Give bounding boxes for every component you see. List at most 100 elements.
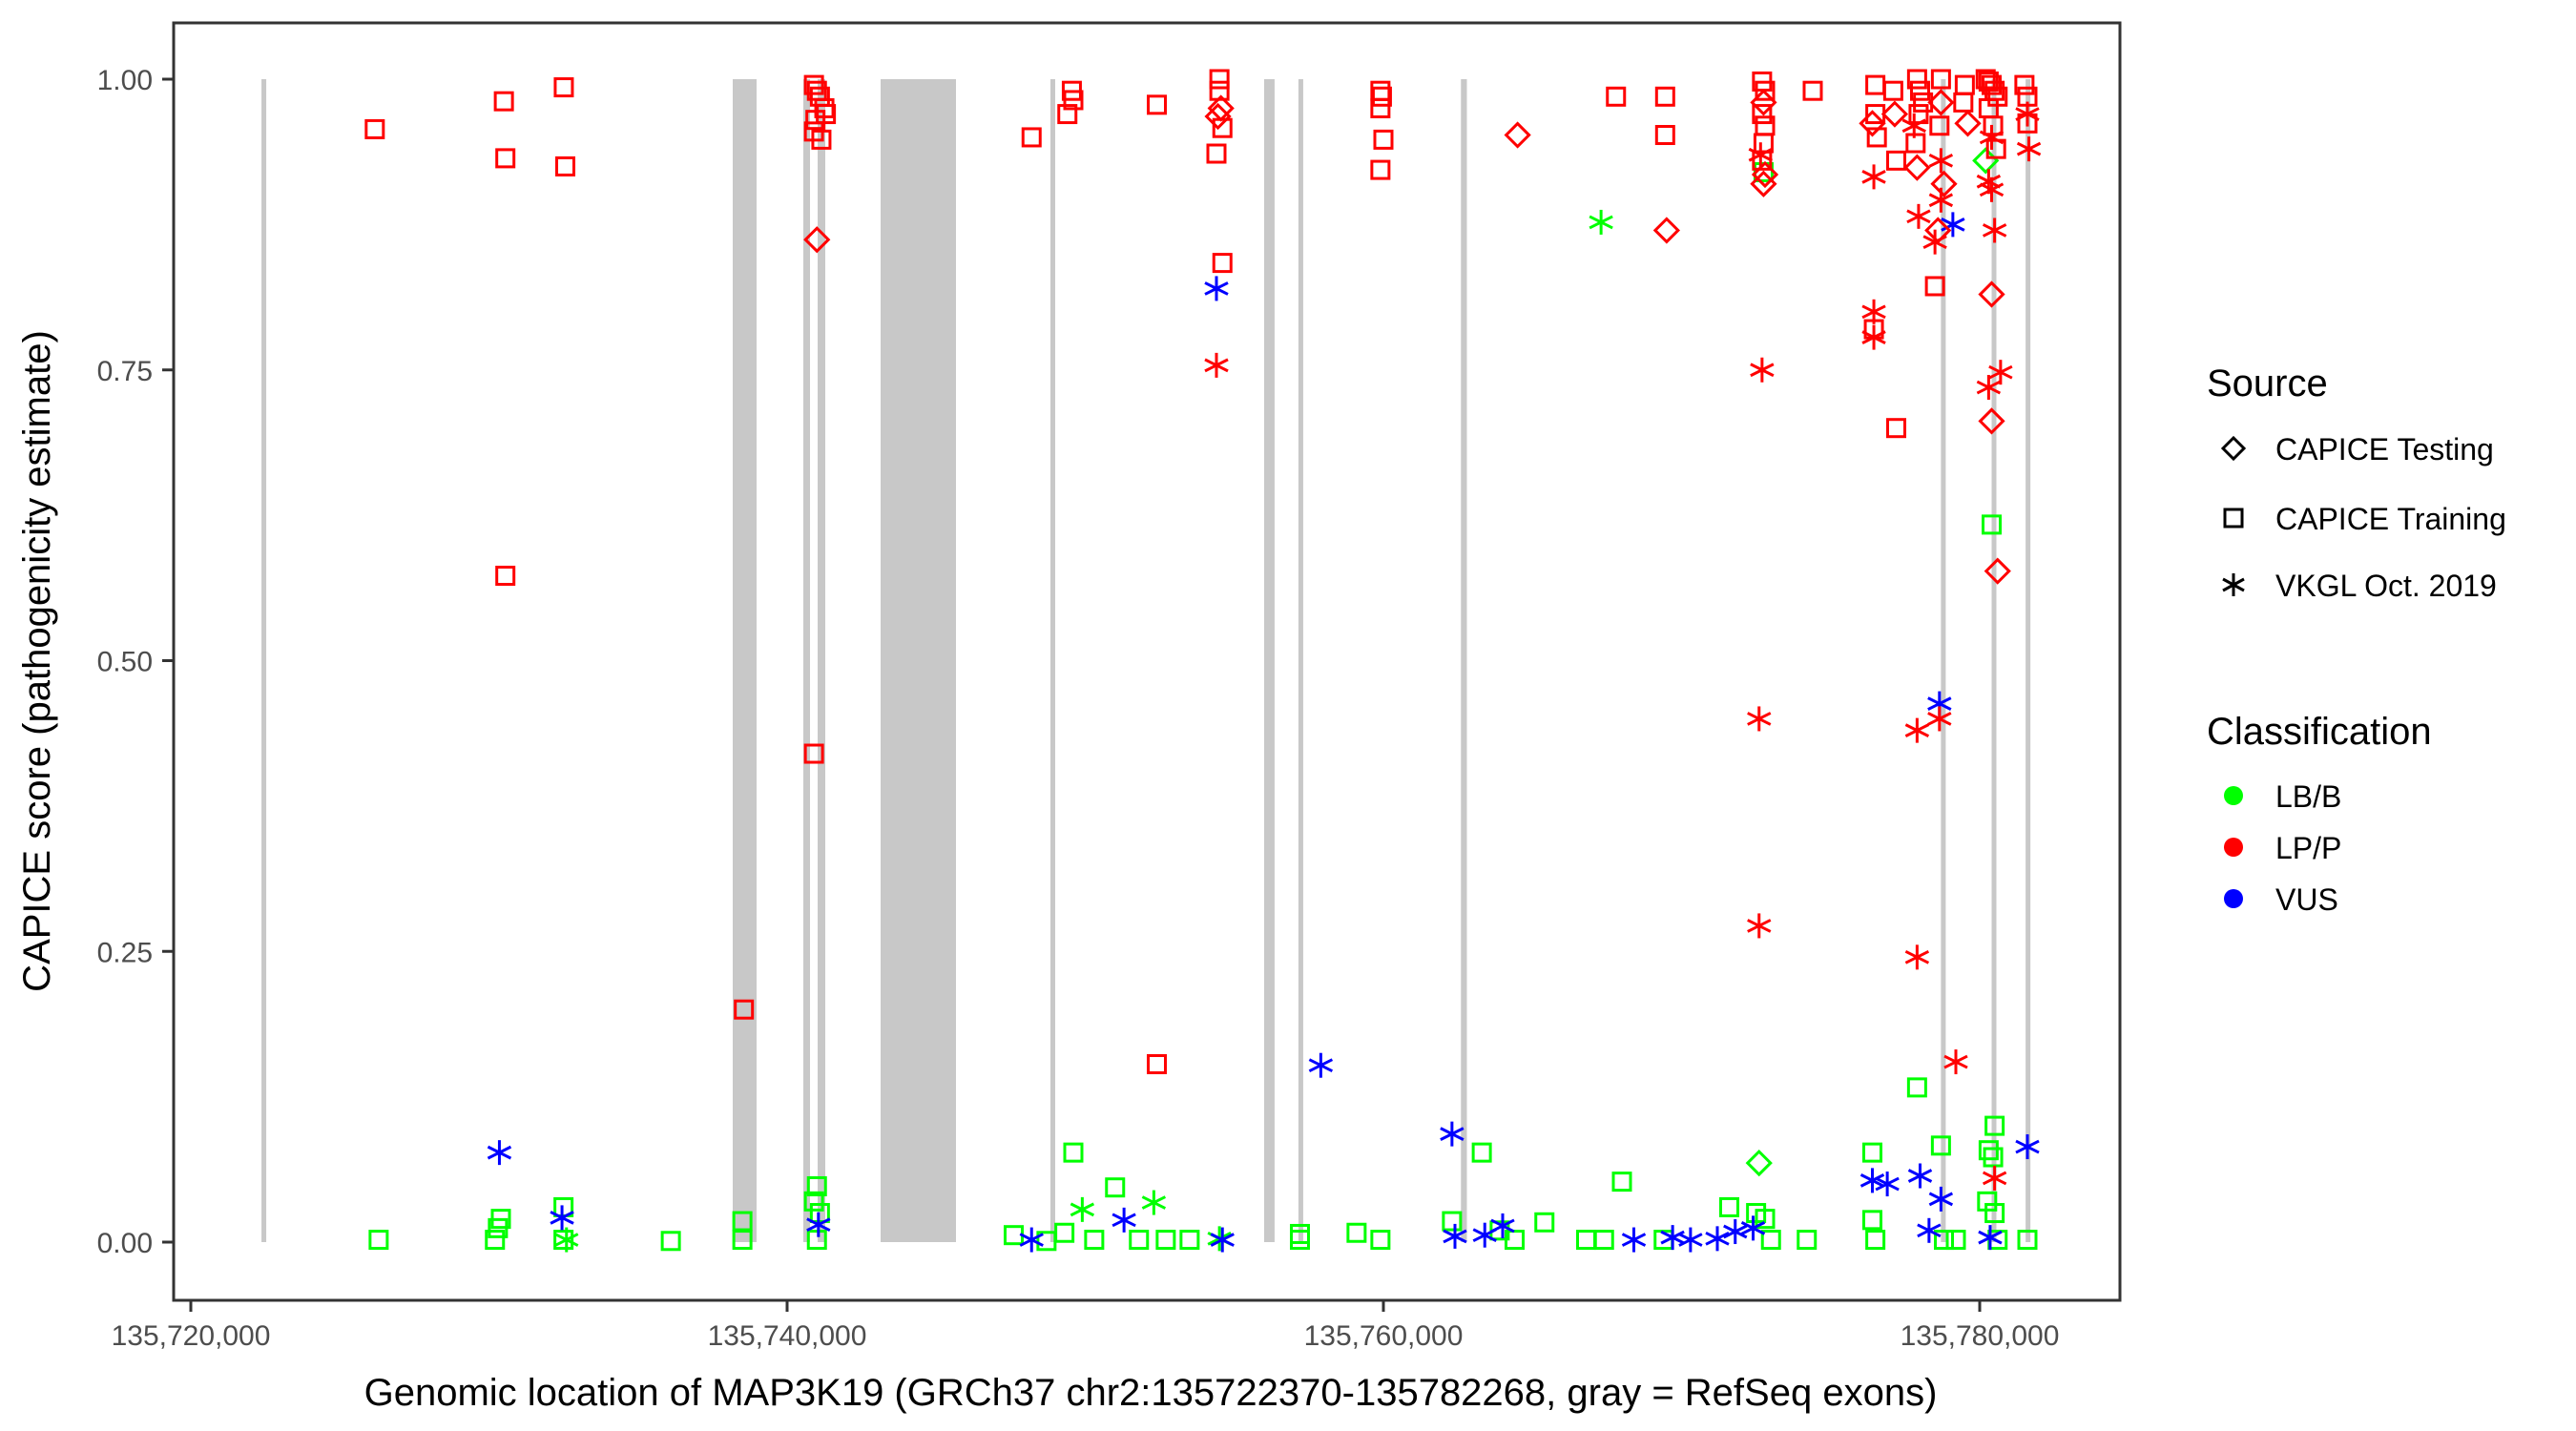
point-training-square [1930,1135,1951,1156]
y-tick-label: 0.50 [97,647,153,678]
exon-bands [261,79,2031,1242]
point-vkgl-asterisk [1907,1163,1933,1189]
point-training-square [364,118,385,139]
x-axis: 135,720,000 135,740,000 135,760,000 135,780… [112,1300,2060,1352]
point-training-square [1373,129,1394,150]
point-training-square [1752,104,1773,125]
point-training-square [811,129,832,150]
point-training-square [1611,1172,1632,1192]
legend-label-vkgl: VKGL Oct. 2019 [2275,569,2497,603]
legend-swatch-lpp [2224,838,2243,857]
legend-title-source: Source [2207,363,2328,404]
point-training-square [1179,1230,1200,1251]
x-axis-title: Genomic location of MAP3K19 (GRCh37 chr2… [364,1372,1938,1414]
point-training-square [553,77,574,98]
point-training-square [1945,1230,1966,1251]
point-testing-diamond [1750,89,1777,116]
point-training-square [806,1175,827,1196]
point-training-square [1206,143,1227,164]
point-training-square [2014,74,2035,95]
point-vkgl-asterisk [1740,1215,1766,1241]
x-tick-label: 135,740,000 [708,1320,867,1352]
point-training-square [1654,86,1675,107]
point-testing-diamond [1750,170,1777,197]
point-training-square [2017,1230,2038,1251]
exon-band [881,79,956,1242]
point-training-square [1929,115,1950,136]
x-tick-label: 135,780,000 [1901,1320,2060,1352]
point-vkgl-asterisk [1204,276,1229,301]
point-vkgl-asterisk [1210,1227,1235,1253]
point-training-square [1370,97,1391,118]
point-training-square [734,999,755,1020]
point-vkgl-asterisk [1070,1196,1095,1222]
legend-title-classification: Classification [2207,711,2432,753]
point-vkgl-asterisk [1982,1165,2007,1191]
point-testing-diamond [1972,147,2000,175]
legend-label-capice-testing: CAPICE Testing [2275,432,2494,467]
legend-label-lpp: LP/P [2275,831,2341,865]
point-vkgl-asterisk [1747,913,1772,939]
point-testing-diamond [1927,89,1955,116]
point-vkgl-asterisk [1927,706,1952,732]
point-training-square [1797,1230,1818,1251]
point-training-square [1084,1230,1105,1251]
point-training-square [1953,92,1974,113]
point-vkgl-asterisk [1875,1172,1900,1197]
point-vkgl-asterisk [806,1212,831,1237]
asterisk-icon-stroke [2222,577,2245,592]
point-vkgl-asterisk [1859,1168,1885,1193]
point-vkgl-asterisk [1204,352,1229,378]
point-vkgl-asterisk [1678,1227,1703,1253]
point-training-square [1913,92,1934,113]
point-training-square [1802,80,1823,101]
point-training-square [1212,253,1233,274]
point-training-square [1886,418,1906,439]
point-training-square [1985,138,2006,159]
exon-band [1264,79,1275,1242]
point-testing-diamond [1880,100,1909,128]
point-vkgl-asterisk [1750,357,1775,383]
point-testing-diamond [803,226,831,254]
point-training-square [1147,94,1167,115]
point-training-square [1057,104,1078,125]
y-axis: 0.00 0.25 0.50 0.75 1.00 [97,65,174,1259]
point-training-square [1866,127,1887,148]
point-training-square [1982,514,2002,535]
point-vkgl-asterisk [1490,1213,1515,1238]
point-training-square [660,1231,681,1252]
legend: Source CAPICE Testing CAPICE Training VK… [2207,363,2506,917]
exon-band [2025,79,2031,1242]
square-icon [2223,508,2244,529]
exon-band [1941,79,1946,1242]
point-vkgl-asterisk [1922,229,1947,255]
point-training-square [1924,276,1945,297]
point-training-square [1934,1230,1954,1251]
point-training-square [809,1203,830,1224]
point-training-square [1983,115,2004,136]
point-training-square [816,104,837,125]
exon-band [818,79,825,1242]
point-training-square [1930,69,1951,90]
point-training-square [803,74,824,95]
point-training-square [1862,1210,1882,1231]
point-vkgl-asterisk [1928,148,1954,174]
point-training-square [732,1211,753,1232]
point-vkgl-asterisk [1904,717,1930,743]
point-training-square [1346,1222,1367,1243]
point-testing-diamond [1903,154,1931,181]
y-tick-label: 1.00 [97,65,153,96]
point-vkgl-asterisk [1904,944,1930,970]
point-vkgl-asterisk [1861,164,1886,190]
point-training-square [493,91,514,112]
legend-swatch-vus [2224,889,2243,908]
point-training-square [1910,80,1930,101]
point-training-square [732,1230,753,1251]
point-training-square [1760,1230,1781,1251]
point-vkgl-asterisk [1440,1121,1465,1147]
point-training-square [1906,69,1927,90]
point-training-square [495,566,516,587]
point-vkgl-asterisk [1705,1226,1730,1252]
point-training-square [555,156,575,176]
